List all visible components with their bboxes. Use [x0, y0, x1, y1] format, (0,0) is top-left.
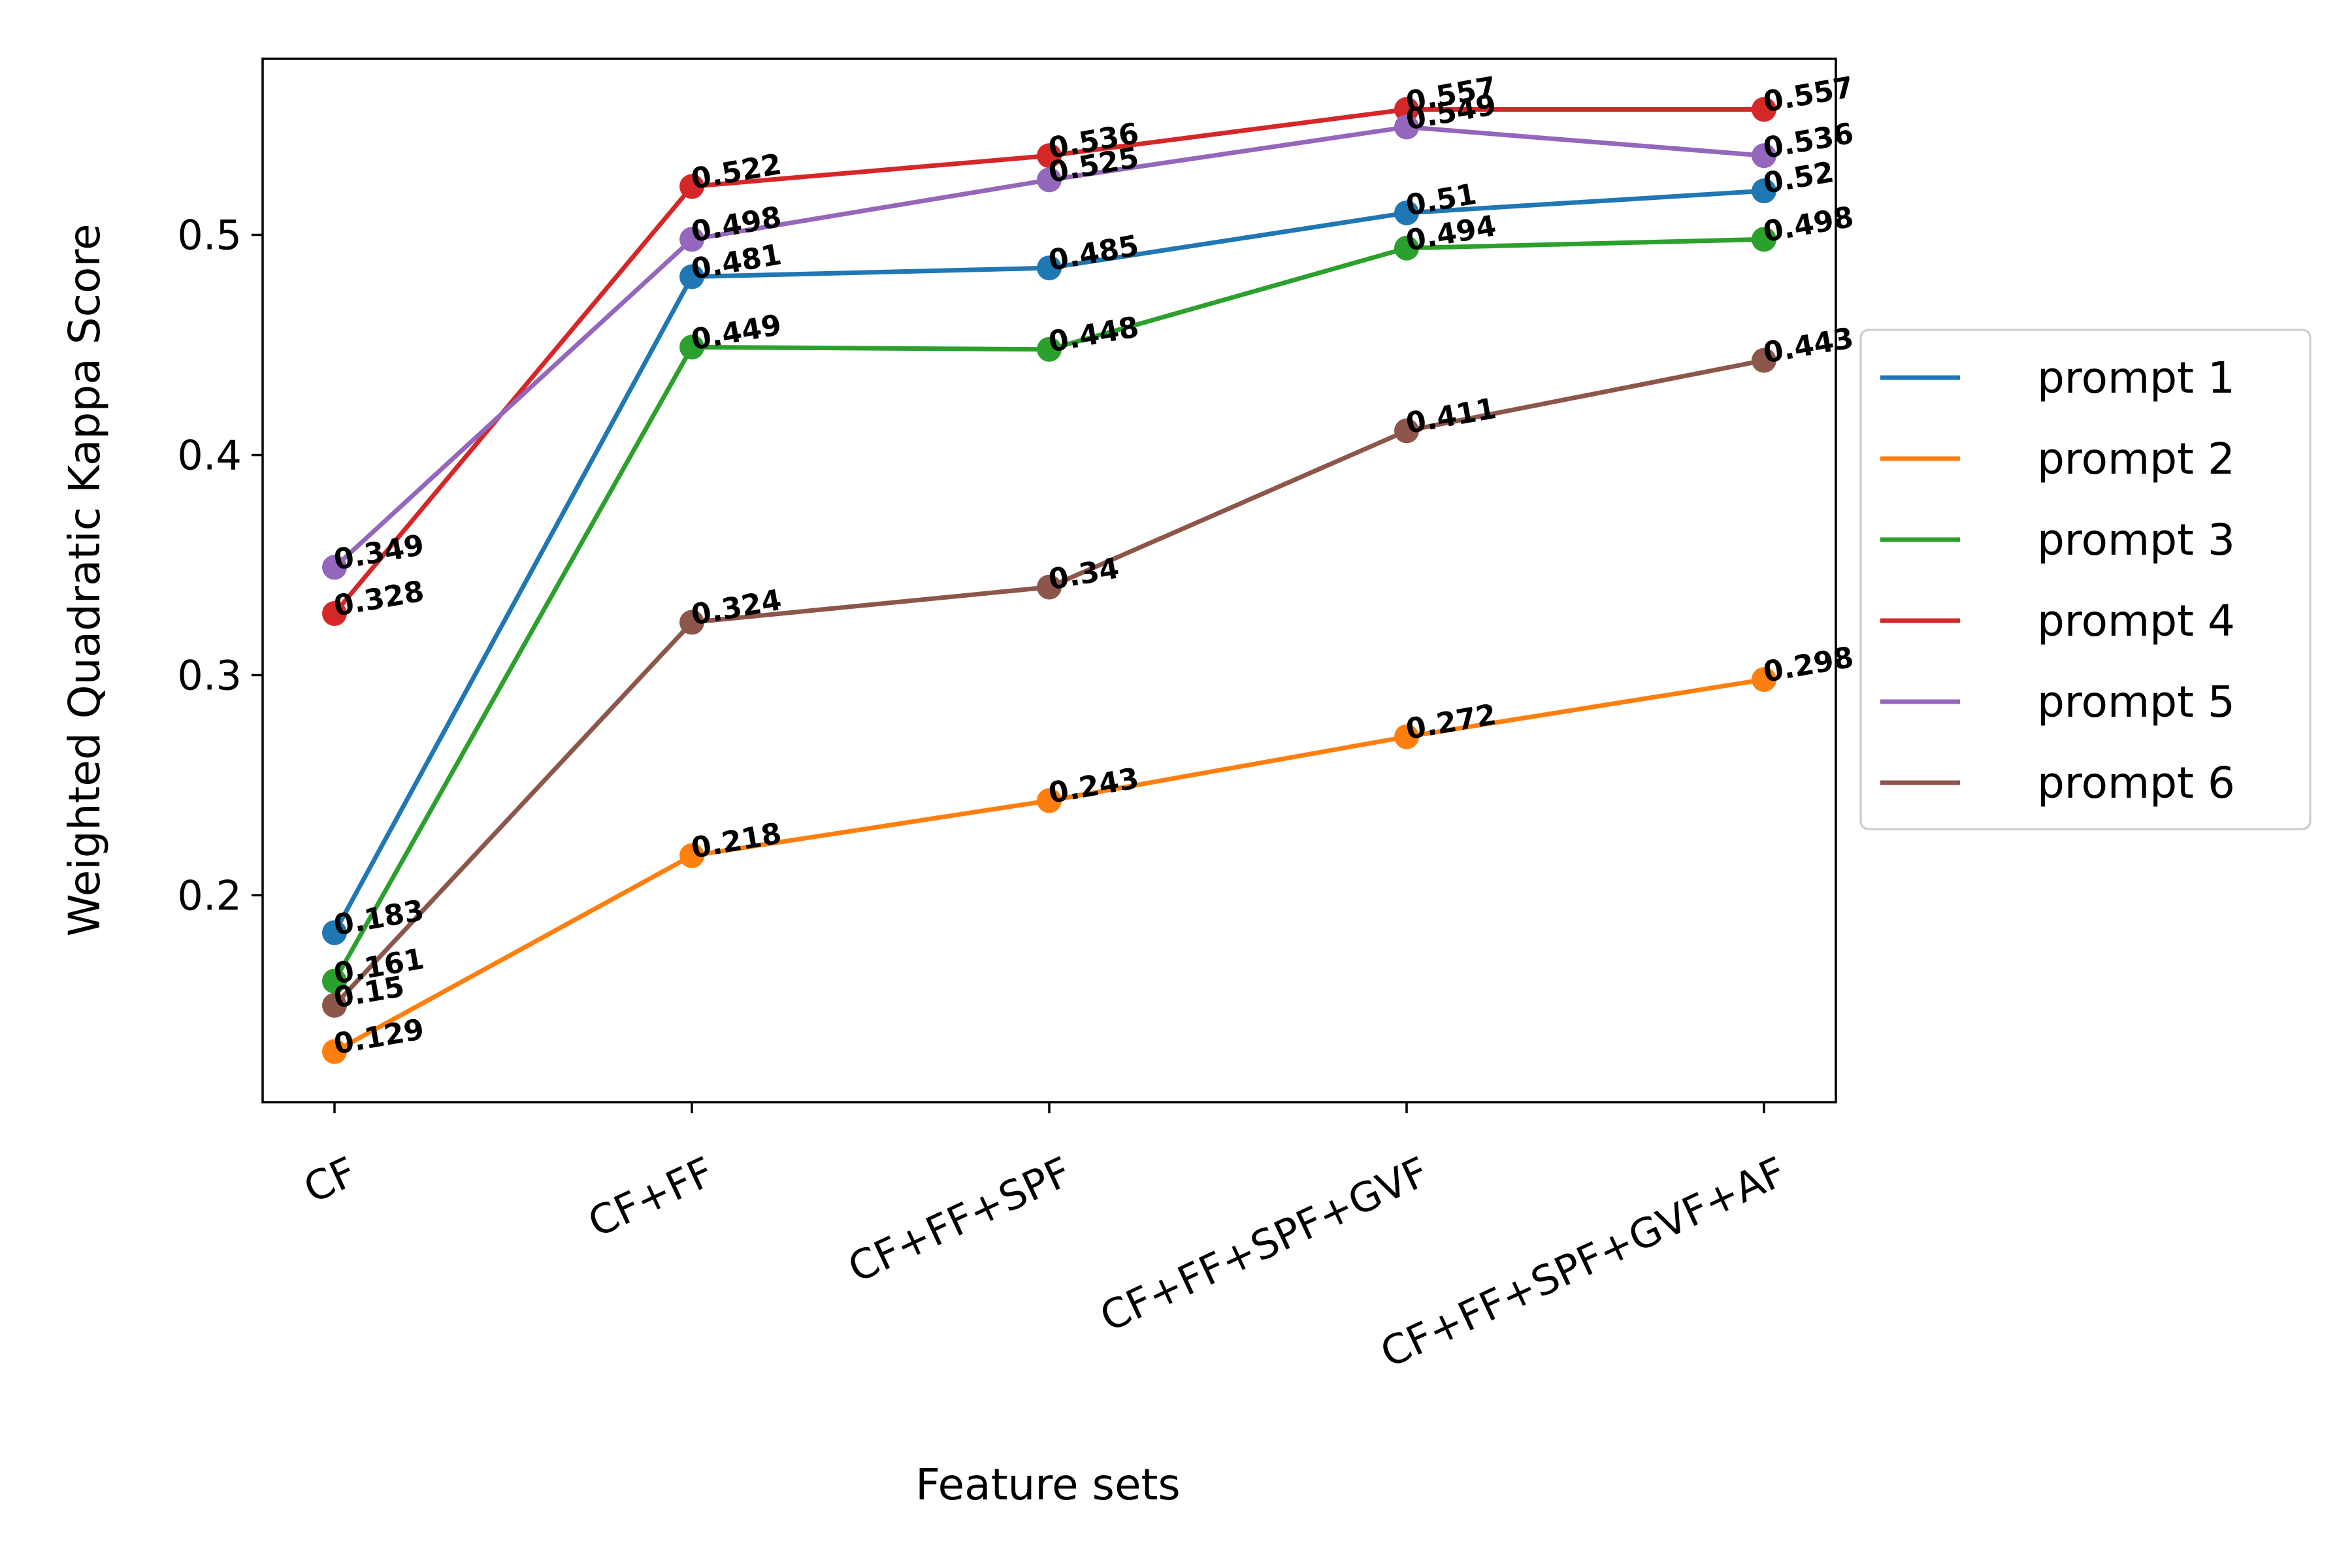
data-label: 0.411 [1403, 392, 1499, 440]
data-point [1037, 143, 1062, 169]
data-point [1752, 348, 1776, 373]
data-label: 0.448 [1046, 310, 1141, 359]
data-point [1752, 143, 1776, 169]
legend-frame [1859, 329, 2311, 830]
data-point [322, 968, 347, 994]
data-point [322, 992, 347, 1018]
legend-entry-label: prompt 1 [2037, 353, 2235, 403]
data-label: 0.522 [689, 148, 784, 196]
legend: prompt 1 prompt 2 prompt 3 prompt 4 prompt 5… [1859, 329, 2311, 830]
series-line-6 [333, 358, 1765, 1007]
legend-entry-label: prompt 2 [2037, 434, 2235, 484]
legend-entry-label: prompt 6 [2037, 758, 2235, 808]
x-tick-label: CF+FF+SPF [841, 1147, 1078, 1292]
data-label: 0.298 [1761, 641, 1856, 689]
data-label: 0.129 [331, 1013, 427, 1061]
data-point [1394, 97, 1419, 122]
data-point [679, 227, 704, 252]
data-label: 0.557 [1761, 71, 1856, 119]
data-point [322, 920, 347, 945]
data-point [679, 610, 704, 635]
x-tick-label: CF+FF+SPF+GVF [1093, 1147, 1435, 1341]
data-point [322, 1039, 347, 1064]
data-label: 0.272 [1403, 698, 1499, 746]
data-label: 0.324 [689, 583, 784, 632]
data-label: 0.218 [689, 817, 784, 865]
x-tick-label: CF+FF+SPF+GVF+AF [1373, 1147, 1793, 1377]
data-point [1394, 200, 1419, 225]
data-label: 0.443 [1761, 321, 1856, 370]
data-point [1037, 167, 1062, 193]
data-point [1037, 255, 1062, 281]
data-label: 0.498 [1761, 201, 1856, 249]
data-label: 0.328 [331, 574, 427, 623]
data-point [322, 601, 347, 627]
series-line-2 [333, 677, 1765, 1054]
data-point [679, 264, 704, 289]
data-point [1752, 667, 1776, 693]
data-point [1037, 574, 1062, 600]
data-point [1752, 178, 1776, 204]
data-point [1394, 114, 1419, 140]
data-label: 0.536 [1761, 117, 1856, 165]
legend-entry-label: prompt 4 [2037, 596, 2235, 646]
x-tick-label: CF+FF [581, 1147, 721, 1247]
data-point [1752, 227, 1776, 252]
data-label: 0.34 [1046, 551, 1122, 596]
data-point [1394, 724, 1419, 749]
data-point [679, 174, 704, 199]
y-tick-label: 0.2 [177, 872, 242, 919]
series-line-1 [332, 188, 1765, 934]
x-axis-title: Feature sets [915, 1460, 1181, 1510]
y-tick-label: 0.5 [177, 212, 242, 259]
y-axis-title: Weighted Quadratic Kappa Score [59, 223, 110, 936]
data-point [1394, 418, 1419, 444]
data-point [679, 843, 704, 868]
data-label: 0.485 [1046, 229, 1141, 278]
y-tick-label: 0.3 [177, 651, 242, 699]
data-point [322, 555, 347, 580]
series-layer [322, 97, 1776, 1064]
data-point [1752, 97, 1776, 122]
data-label: 0.349 [331, 529, 427, 577]
data-point [1394, 235, 1419, 261]
data-point [679, 335, 704, 360]
data-point [1037, 336, 1062, 362]
legend-entry-label: prompt 5 [2037, 677, 2235, 727]
data-label: 0.183 [331, 894, 427, 942]
axes-layer: 0.20.30.40.5CF CF+FF CF+FF+SPF CF+FF+SPF+GV… [177, 212, 1793, 1377]
legend-entry-label: prompt 3 [2037, 515, 2235, 565]
data-point [1037, 788, 1062, 813]
y-tick-label: 0.4 [177, 431, 242, 479]
x-tick-label: CF [297, 1147, 363, 1213]
data-label: 0.243 [1046, 762, 1141, 810]
